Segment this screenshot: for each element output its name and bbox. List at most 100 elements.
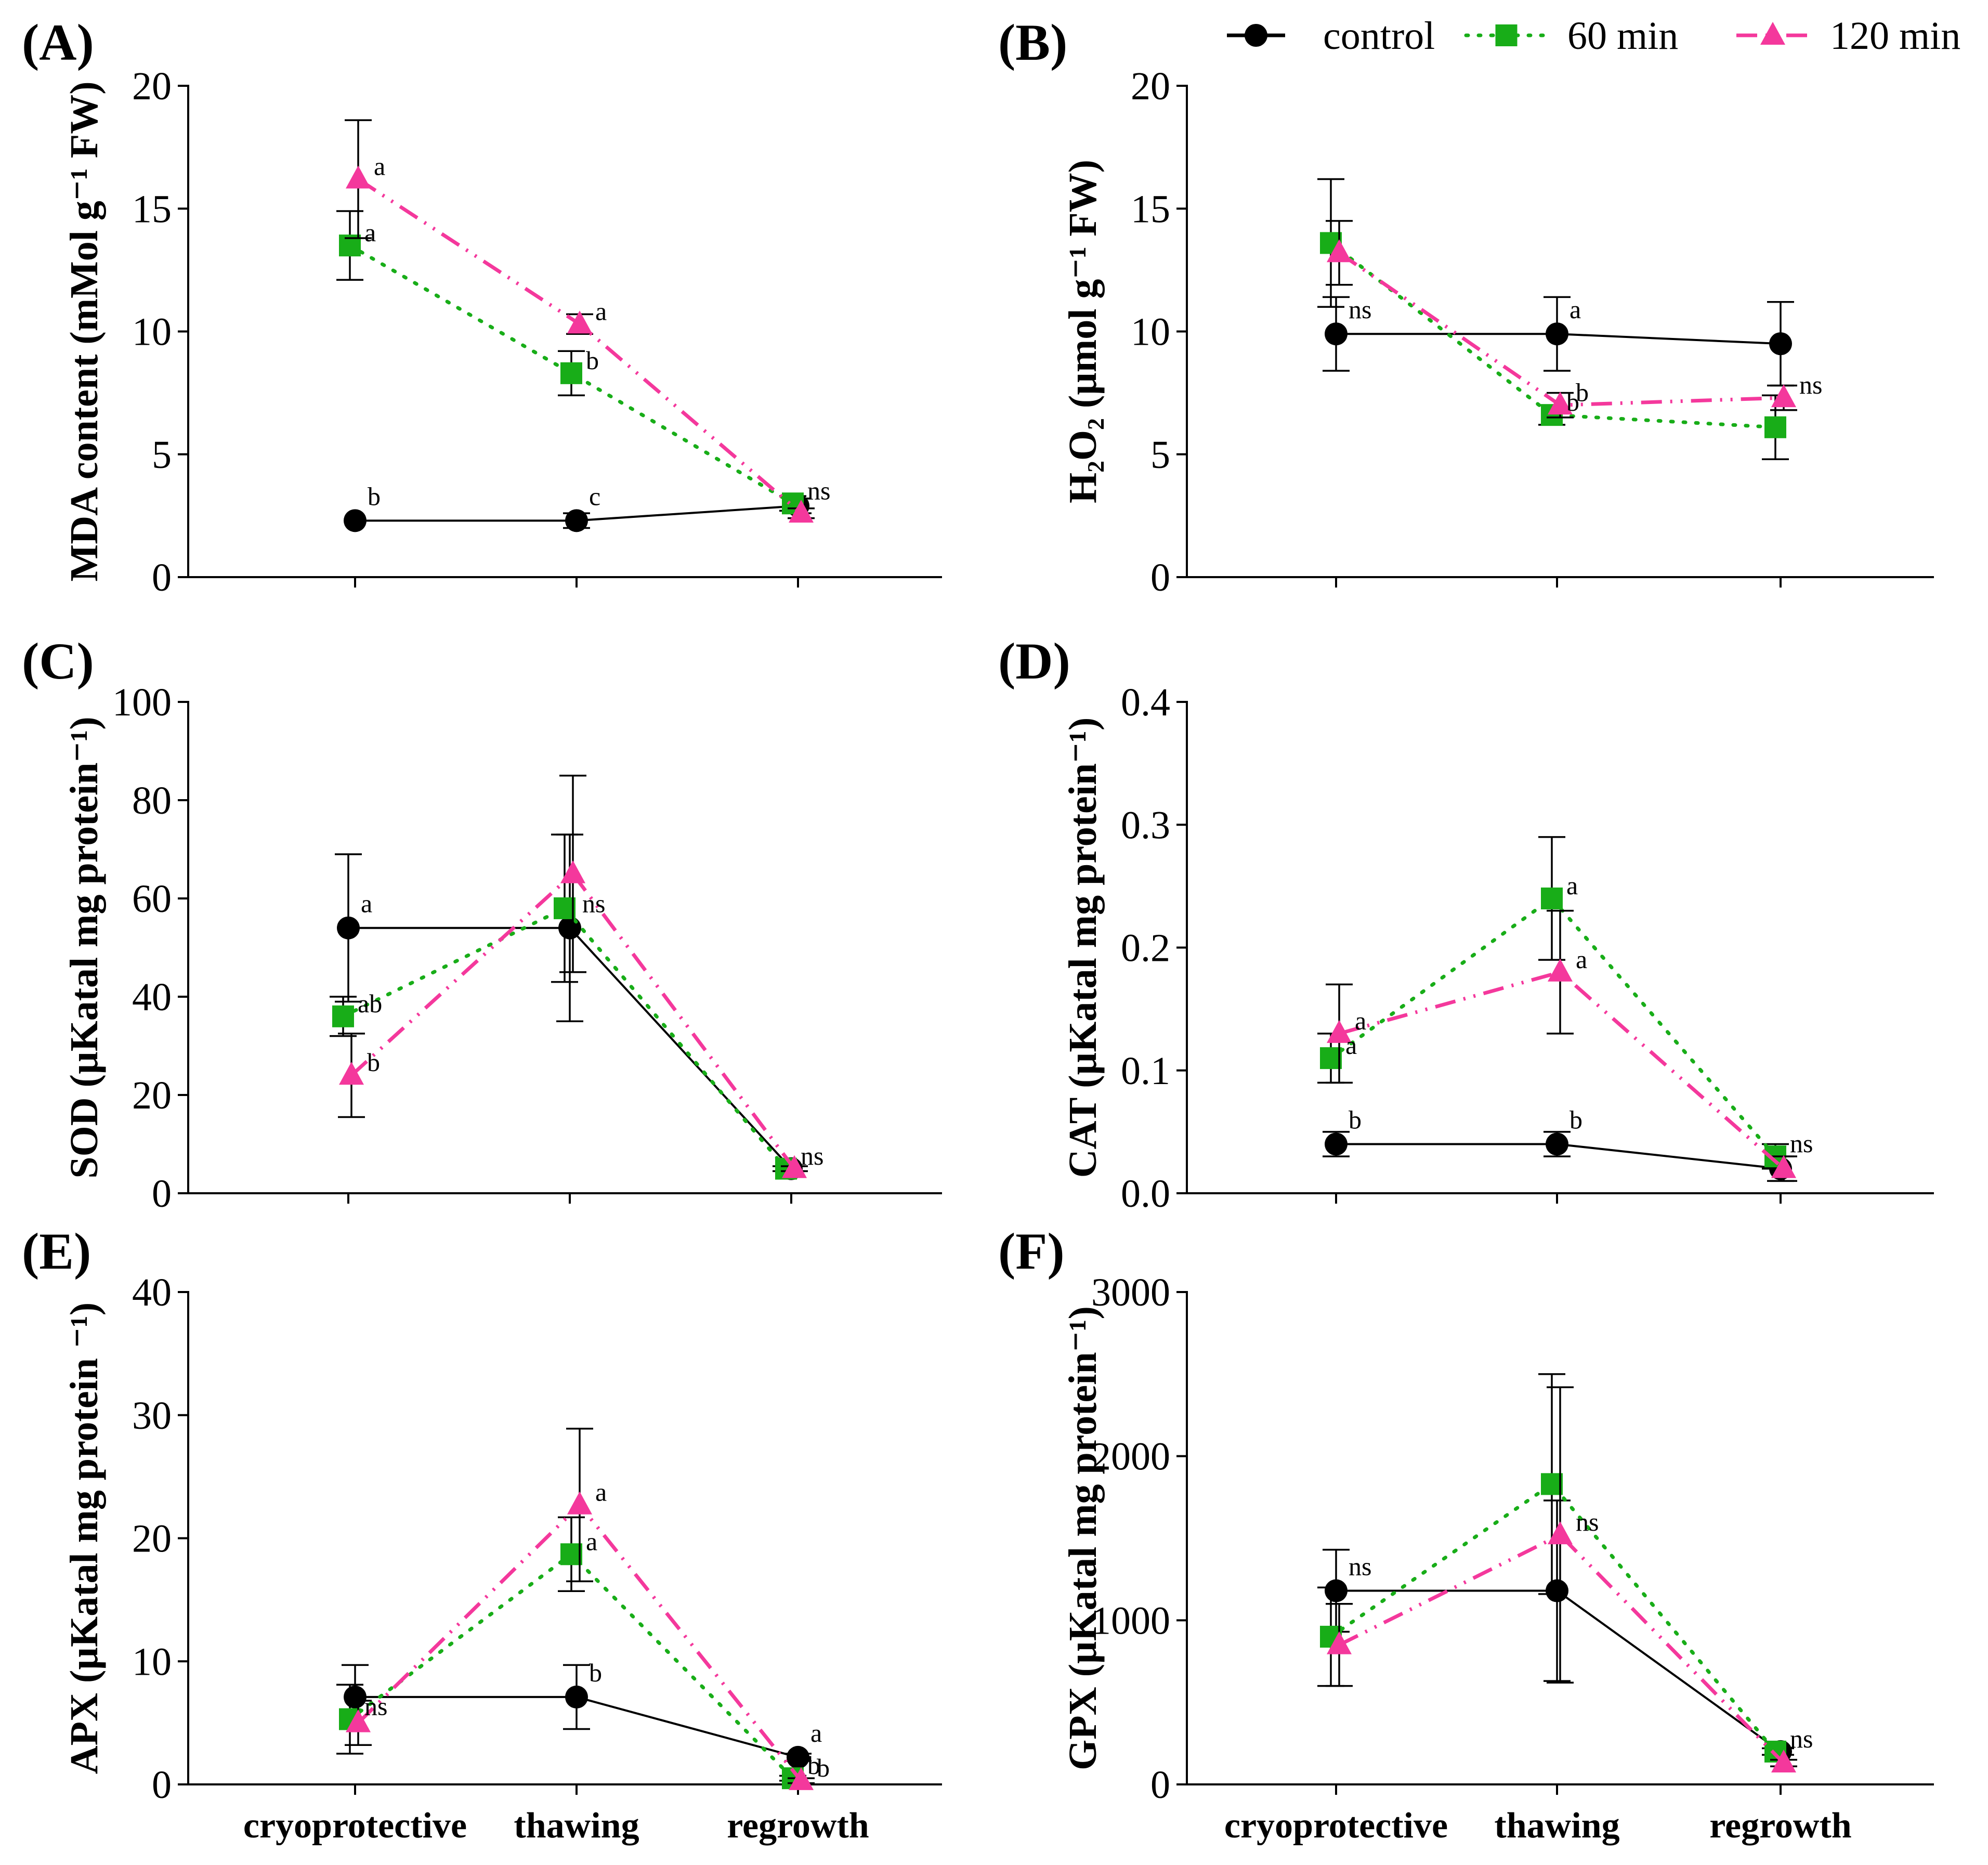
data-point-min60 <box>332 1005 354 1027</box>
significance-label: b <box>589 1658 602 1687</box>
data-point-control <box>344 1685 367 1709</box>
legend: control 60 min 120 min <box>1227 14 1960 58</box>
y-tick-label: 3000 <box>1091 1271 1170 1314</box>
x-category-label: regrowth <box>1709 1806 1851 1846</box>
data-point-min60 <box>1320 1047 1342 1070</box>
panel-letter: (D) <box>998 632 1070 690</box>
significance-label: a <box>595 296 607 325</box>
chart-panel-3: (D) 0.0 0.1 0.2 0.3 0.4 CAT (µKatal mg protein… <box>998 632 1934 1216</box>
y-axis-label: GPX (µKatal mg protein⁻¹) <box>1061 1306 1105 1770</box>
legend-marker-min60 <box>1495 24 1518 46</box>
data-point-control <box>1769 332 1792 356</box>
panel-letter: (C) <box>22 632 94 690</box>
series-line-min120 <box>357 177 803 515</box>
data-point-control <box>1325 1579 1348 1602</box>
significance-label: b <box>1570 1105 1582 1134</box>
series-line-min60 <box>348 243 795 505</box>
data-point-min120 <box>782 1155 807 1178</box>
series-min60 <box>330 833 800 1180</box>
x-category-label: thawing <box>514 1806 639 1846</box>
significance-label: ns <box>582 889 605 918</box>
y-tick-label: 20 <box>132 1074 172 1117</box>
panel-letter: (E) <box>22 1222 91 1280</box>
panel-letter: (A) <box>22 14 94 71</box>
series-min120 <box>345 1428 815 1790</box>
significance-label: b <box>586 346 599 375</box>
significance-label: b <box>807 1751 820 1780</box>
panel-letter: (B) <box>998 14 1067 71</box>
data-point-min60 <box>560 1543 582 1566</box>
data-point-control <box>1546 322 1568 346</box>
data-point-min120 <box>346 1709 371 1732</box>
significance-label: a <box>1570 295 1581 324</box>
significance-label: ns <box>364 1692 387 1721</box>
series-control <box>335 833 805 1180</box>
series-min60 <box>1317 1373 1789 1763</box>
y-tick-label: 0.2 <box>1121 927 1170 970</box>
series-line-min60 <box>341 906 788 1171</box>
legend-label-control: control <box>1323 14 1435 58</box>
significance-label: ns <box>1576 1507 1599 1536</box>
significance-label: a <box>1345 1031 1357 1060</box>
y-tick-label: 0.0 <box>1121 1172 1170 1216</box>
significance-label: ns <box>807 476 830 505</box>
y-tick-label: 1000 <box>1091 1599 1170 1642</box>
series-min60 <box>336 1516 806 1790</box>
series-control <box>344 494 812 532</box>
data-point-min120 <box>567 1491 592 1515</box>
y-tick-label: 5 <box>1150 433 1170 477</box>
data-point-min120 <box>1771 1155 1796 1178</box>
y-tick-label: 0.3 <box>1121 803 1170 847</box>
data-point-min120 <box>1771 384 1796 408</box>
y-tick-label: 20 <box>1131 64 1170 108</box>
y-tick-label: 0 <box>1150 1763 1170 1807</box>
significance-label: b <box>1566 387 1579 416</box>
y-tick-label: 2000 <box>1091 1435 1170 1479</box>
significance-label: a <box>1566 871 1578 900</box>
data-point-min120 <box>339 1062 364 1085</box>
y-tick-label: 30 <box>132 1394 172 1438</box>
y-tick-label: 10 <box>132 1640 172 1684</box>
x-category-label: cryoprotective <box>1224 1806 1448 1846</box>
series-control <box>1323 296 1794 387</box>
significance-label: a <box>361 889 372 918</box>
y-tick-label: 100 <box>112 681 172 724</box>
significance-label: ns <box>801 1141 823 1170</box>
series-control <box>1323 1131 1794 1182</box>
y-axis-label: MDA content (mMol g⁻¹ FW) <box>62 81 106 581</box>
series-min60 <box>336 210 806 515</box>
chart-panel-5: (F) 0 1000 2000 3000 cryoprotective thawing reg… <box>998 1222 1934 1846</box>
data-point-min120 <box>1327 239 1352 263</box>
significance-label: ab <box>358 989 382 1018</box>
legend-label-min120: 120 min <box>1830 14 1960 58</box>
y-tick-label: 0.4 <box>1121 681 1170 724</box>
series-min120 <box>338 775 808 1178</box>
y-tick-label: 80 <box>132 779 172 823</box>
panel-letter: (F) <box>998 1222 1065 1280</box>
data-point-min120 <box>1327 1631 1352 1654</box>
significance-label: b <box>368 481 381 511</box>
legend-marker-min120 <box>1760 22 1785 45</box>
legend-item-min120: 120 min <box>1736 14 1960 58</box>
data-point-control <box>565 1685 588 1709</box>
y-tick-label: 60 <box>132 877 172 921</box>
data-point-control <box>1325 1132 1348 1156</box>
data-point-min120 <box>1548 392 1573 415</box>
y-axis-label: SOD (µKatal mg protein⁻¹) <box>62 716 106 1178</box>
data-point-control <box>787 1745 809 1769</box>
y-tick-label: 0 <box>152 556 172 599</box>
significance-label: ns <box>1349 295 1371 324</box>
data-point-control <box>1546 1132 1568 1156</box>
significance-label: ns <box>1790 1724 1813 1753</box>
data-point-min60 <box>1541 1473 1563 1495</box>
significance-label: a <box>810 1718 822 1747</box>
x-category-label: thawing <box>1494 1806 1619 1846</box>
significance-label: a <box>586 1527 597 1556</box>
y-axis-label: CAT (µKatal mg protein⁻¹) <box>1061 718 1105 1178</box>
x-category-label: cryoprotective <box>243 1806 467 1846</box>
y-tick-label: 10 <box>1131 310 1170 354</box>
significance-label: ns <box>1349 1552 1371 1581</box>
